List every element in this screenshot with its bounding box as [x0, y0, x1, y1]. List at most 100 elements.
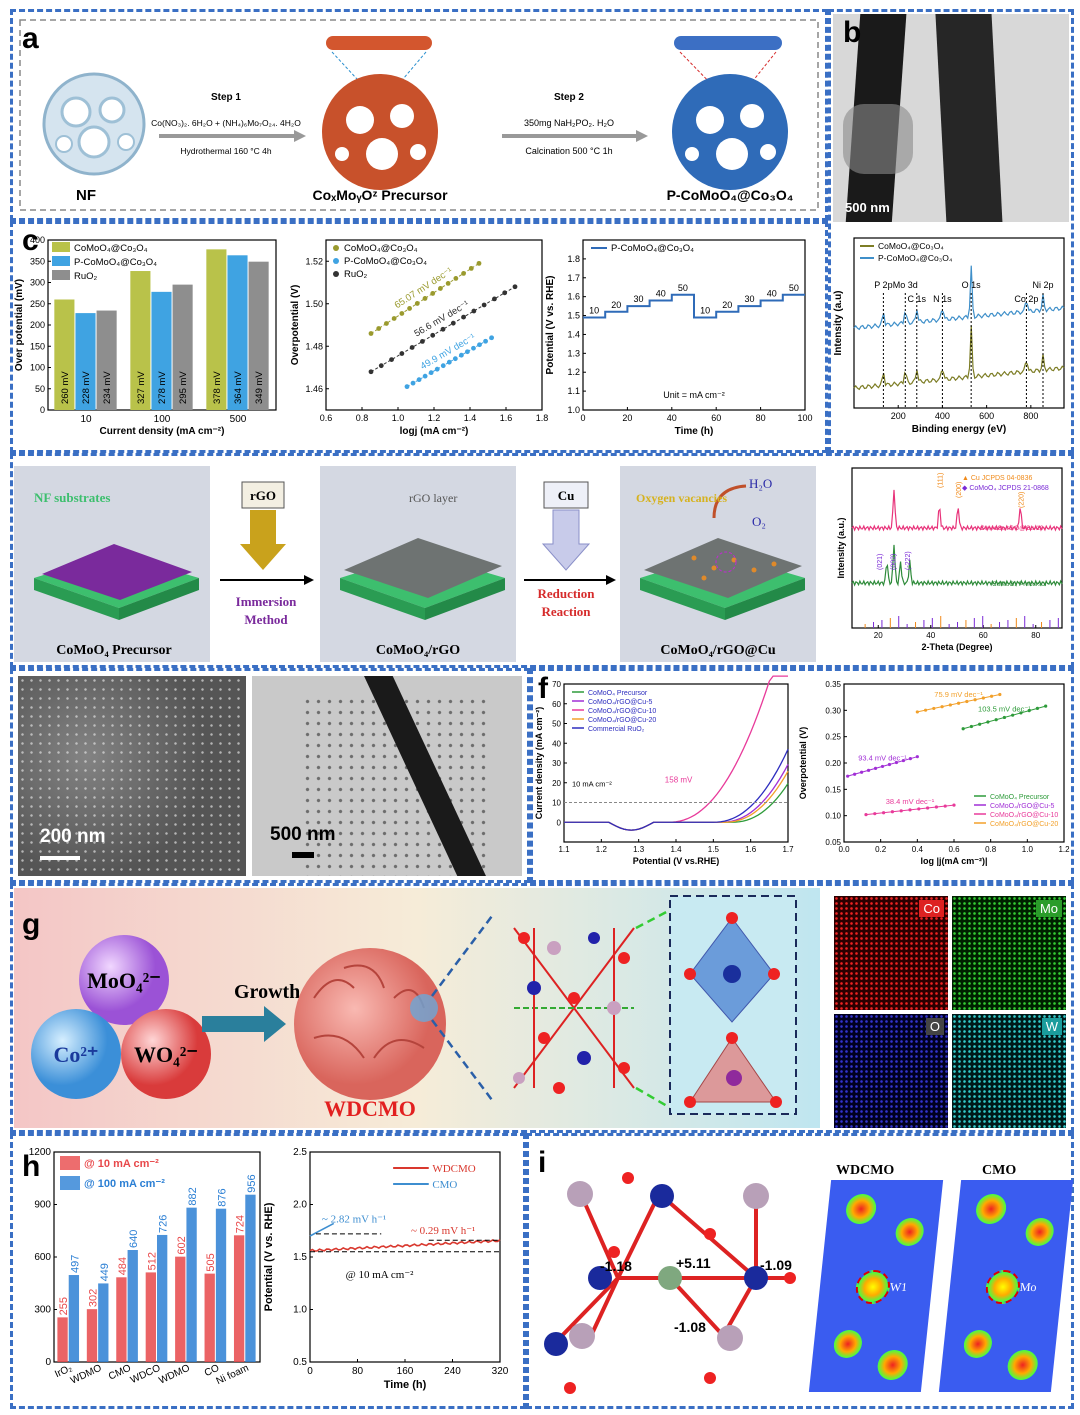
i-atom-co-4 [544, 1332, 568, 1356]
x-tick-label: 240 [444, 1366, 461, 1377]
i-atom-co [650, 1184, 674, 1208]
y-tick-label: 1.7 [567, 273, 580, 283]
step1-title: Step 1 [211, 92, 241, 103]
density-spot [894, 1218, 926, 1246]
x-tick-label: 1.6 [745, 845, 757, 854]
peak-label: C 1s [908, 294, 927, 304]
x-tick-label: 40 [667, 413, 677, 423]
rgo-layer-sheet [344, 538, 502, 598]
step2-title: Step 2 [554, 92, 584, 103]
i-atom-o [622, 1172, 634, 1184]
product-foam-icon [672, 74, 788, 190]
bar-value-label: 602 [176, 1236, 188, 1254]
panel-a-frame [10, 9, 828, 221]
plot-frame [851, 467, 1063, 629]
y-tick-label: 50 [35, 384, 45, 394]
data-point [416, 377, 422, 383]
bar [206, 249, 227, 410]
co-label: Co²⁺ [53, 1042, 98, 1067]
bar-value-label: 228 mV [81, 371, 92, 404]
x-tick-label: 1.2 [428, 413, 441, 423]
legend-label: @ 100 mA cm⁻² [84, 1178, 165, 1190]
chart-d-xrd: 20 40 60 80 2-Theta (Degree) Intensity (a.u.)… [836, 467, 1063, 652]
legend-label: CoMoO₄/rGO@Cu-10 [588, 708, 656, 715]
zoom-line-4 [635, 1086, 675, 1112]
peak-label: (111) [937, 473, 944, 488]
y-axis-label: Intensity (a.u) [833, 290, 844, 355]
fit-line [865, 804, 955, 816]
legend-label: CoMoO₄/rGO@Cu-5 [588, 699, 653, 706]
chart-h2-stability: 0 80 160 240 320 0.5 1.0 1.5 2.0 2.5 Time (h) Poten… [263, 1147, 509, 1391]
legend-swatch [52, 242, 70, 252]
data-point [434, 366, 440, 372]
peak-label: (002) [890, 554, 897, 570]
peak-label: O 1s [962, 280, 982, 290]
block3-side [640, 578, 725, 620]
y-tick-label: 0.10 [825, 812, 841, 821]
density-spot [1024, 1218, 1056, 1246]
d-caption-3: CoMoO₄/rGO@Cu [660, 643, 775, 658]
panel-label-b: b [843, 16, 862, 49]
x-tick-label: 200 [891, 411, 906, 421]
x-axis-label: Binding energy (eV) [912, 424, 1006, 435]
bar-value-label: 255 [58, 1297, 70, 1315]
bar [172, 284, 193, 410]
chart-h1-overpotential-bars: 03006009001200255497IrO₂302449WDMO484640… [29, 1147, 261, 1387]
y-tick-label: 200 [30, 320, 45, 330]
charge-label-3: -1.09 [760, 1257, 792, 1273]
oxygen-vacancy-ring [715, 551, 737, 573]
x-tick-label: 0.6 [948, 845, 960, 854]
i-atom-o [564, 1382, 576, 1394]
x-tick-label: 320 [492, 1366, 509, 1377]
bar-value-label: 349 mV [254, 371, 265, 404]
panel-g-frame [10, 883, 1074, 1133]
lsv-curve [564, 749, 789, 831]
o-atom [726, 1032, 738, 1044]
x-tick-label: 1.4 [464, 413, 477, 423]
legend-label: CoMoO₄@Co₃O₄ [344, 243, 418, 254]
x-tick-label: 500 [230, 414, 247, 425]
cmo-curve [309, 1222, 335, 1237]
x-tick-label: 1.8 [536, 413, 549, 423]
d-caption-1: CoMoO₄ Precursor [56, 643, 172, 658]
bar [68, 1275, 80, 1362]
y-tick-label: 60 [552, 700, 561, 709]
bar-value-label: 278 mV [157, 371, 168, 404]
peak-label: Mo 3d [893, 280, 918, 290]
bar [245, 1194, 256, 1362]
eds-map-o-label: O [925, 1018, 944, 1035]
y-axis-label: Overpotential (V) [798, 727, 808, 800]
bar [227, 255, 248, 410]
data-point [846, 774, 850, 778]
nf-substrate-side [34, 578, 119, 620]
data-point [471, 308, 477, 314]
step1-reagents: Co(NO₃)₂. 6H₂O + (NH₄)₆Mo₇O₂₄. 4H₂O [151, 118, 301, 128]
i-atom-o [608, 1246, 620, 1258]
slope-label: 56.6 mV dec⁻¹ [412, 299, 471, 340]
bar-value-label: 512 [146, 1252, 158, 1270]
zoom-spot [410, 994, 438, 1022]
eds-map-w-label: W [1041, 1018, 1062, 1035]
wdcmo-petals [313, 964, 425, 1059]
eds-map-co-label: Co [919, 900, 944, 917]
y-tick-label: 0 [40, 405, 45, 415]
immersion-label: Immersion [236, 594, 297, 609]
wo4-sphere [121, 1009, 211, 1099]
reduction-label: Reduction [537, 586, 595, 601]
slope-label: 103.5 mV dec⁻¹ [978, 704, 1031, 713]
y-tick-label: 0.05 [825, 838, 841, 847]
crystal-structure [513, 927, 635, 1094]
bar [233, 1235, 245, 1362]
tem-e-scale-label: 500 nm [270, 824, 336, 845]
growth-label: Growth [234, 981, 300, 1003]
legend-label: CoMoO₄@Co₃O₄ [74, 243, 148, 254]
x-tick-label: 160 [397, 1366, 414, 1377]
o-atom [684, 968, 696, 980]
x-tick-label: 60 [979, 631, 988, 640]
xps-curve [853, 265, 1065, 331]
x-tick-label: 0.8 [985, 845, 997, 854]
h2o-arrow [712, 484, 747, 519]
y-tick-label: 1.1 [567, 386, 580, 396]
o-atom [768, 968, 780, 980]
eds-map-o: O [834, 1014, 948, 1128]
